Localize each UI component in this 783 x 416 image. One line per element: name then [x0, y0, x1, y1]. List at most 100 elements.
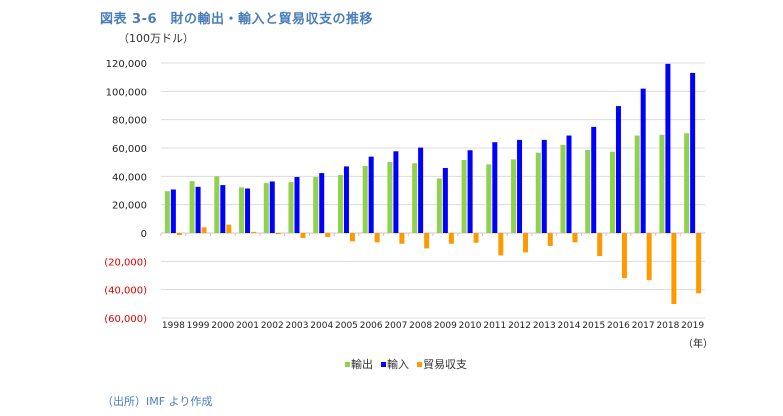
bar-export [684, 133, 690, 233]
y-tick-label: (60,000) [104, 314, 147, 325]
bar-balance [498, 233, 504, 256]
bar-export [189, 181, 195, 233]
bar-export [436, 178, 442, 233]
bar-balance [547, 233, 553, 247]
y-tick-label: 20,000 [112, 201, 147, 212]
bar-import [220, 185, 226, 233]
bar-import [294, 177, 300, 233]
bar-import [541, 139, 547, 233]
x-tick-label: 2012 [508, 321, 531, 331]
bar-balance [448, 233, 454, 244]
bar-balance [251, 231, 257, 233]
x-tick-label: 2003 [286, 321, 309, 331]
x-axis-label: （年） [683, 337, 713, 350]
bar-import [343, 166, 349, 233]
bar-import [442, 167, 448, 233]
x-tick-label: 2006 [360, 321, 383, 331]
bar-export [535, 152, 541, 233]
bar-import [665, 63, 671, 233]
bar-import [418, 147, 424, 233]
bar-import [195, 186, 201, 233]
y-tick-label: 40,000 [112, 172, 147, 183]
x-tick-label: 2001 [236, 321, 259, 331]
y-tick-label: 100,000 [106, 87, 147, 98]
bar-import [640, 88, 646, 234]
bar-import [492, 142, 498, 233]
bar-balance [300, 233, 306, 238]
bar-balance [424, 233, 430, 249]
bar-export [659, 134, 665, 233]
legend-swatch [345, 362, 350, 367]
y-tick-label: 80,000 [112, 116, 147, 127]
bar-import [467, 150, 473, 233]
legend-label: 貿易収支 [423, 358, 467, 371]
legend-label: 輸入 [387, 357, 409, 371]
bar-balance [671, 233, 677, 304]
x-tick-label: 2018 [656, 321, 679, 331]
x-tick-label: 2019 [681, 321, 704, 331]
bar-balance [597, 233, 603, 257]
y-tick-label: 120,000 [106, 59, 147, 70]
legend-swatch [381, 362, 386, 367]
bar-export [461, 160, 467, 233]
bar-import [690, 72, 696, 234]
bar-balance [399, 233, 405, 244]
bar-import [393, 151, 399, 233]
x-tick-label: 2008 [409, 321, 432, 331]
bar-export [412, 163, 418, 233]
bar-balance [646, 233, 652, 281]
x-tick-label: 1998 [162, 321, 185, 331]
bar-import [368, 156, 374, 233]
bar-export [263, 183, 269, 233]
x-tick-label: 2002 [261, 321, 284, 331]
bar-import [517, 139, 523, 233]
bar-export [214, 176, 220, 233]
bar-balance [275, 233, 281, 235]
x-tick-label: 2017 [632, 321, 655, 331]
bar-export [288, 182, 294, 233]
bar-export [387, 162, 393, 233]
bar-import [615, 106, 621, 233]
x-tick-label: 2016 [607, 321, 630, 331]
bar-balance [696, 233, 702, 294]
bar-export [585, 149, 591, 233]
bar-export [362, 165, 368, 233]
source-note: （出所）IMF より作成 [102, 395, 213, 408]
bar-balance [176, 233, 182, 235]
bar-balance [374, 233, 380, 243]
bar-export [486, 164, 492, 233]
bar-import [319, 173, 325, 233]
bar-balance [325, 233, 331, 237]
x-tick-label: 2013 [533, 321, 556, 331]
bar-import [269, 181, 275, 233]
x-tick-label: 2015 [582, 321, 605, 331]
chart-title: 図表 3-6 財の輸出・輸入と貿易収支の推移 [100, 12, 374, 27]
x-tick-label: 2004 [310, 321, 333, 331]
bar-export [634, 135, 640, 233]
x-tick-label: 2014 [558, 321, 581, 331]
y-tick-label: 60,000 [112, 144, 147, 155]
x-tick-label: 2005 [335, 321, 358, 331]
legend-label: 輸出 [351, 357, 373, 371]
x-tick-label: 2007 [384, 321, 407, 331]
bar-export [313, 177, 319, 233]
bar-export [560, 144, 566, 233]
bar-balance [523, 233, 529, 253]
bar-balance [572, 233, 578, 243]
x-tick-label: 1999 [187, 321, 210, 331]
bar-export [609, 151, 615, 233]
bar-export [511, 159, 517, 233]
bar-balance [473, 233, 479, 243]
bar-import [170, 189, 176, 233]
bar-import [245, 188, 251, 233]
bar-export [164, 191, 170, 233]
bar-balance [226, 224, 232, 233]
bar-export [239, 187, 245, 233]
bar-import [566, 135, 572, 233]
x-tick-label: 2010 [459, 321, 482, 331]
legend-swatch [417, 362, 422, 367]
bar-balance [201, 227, 207, 233]
x-tick-label: 2000 [211, 321, 234, 331]
y-tick-label: 0 [141, 229, 147, 240]
